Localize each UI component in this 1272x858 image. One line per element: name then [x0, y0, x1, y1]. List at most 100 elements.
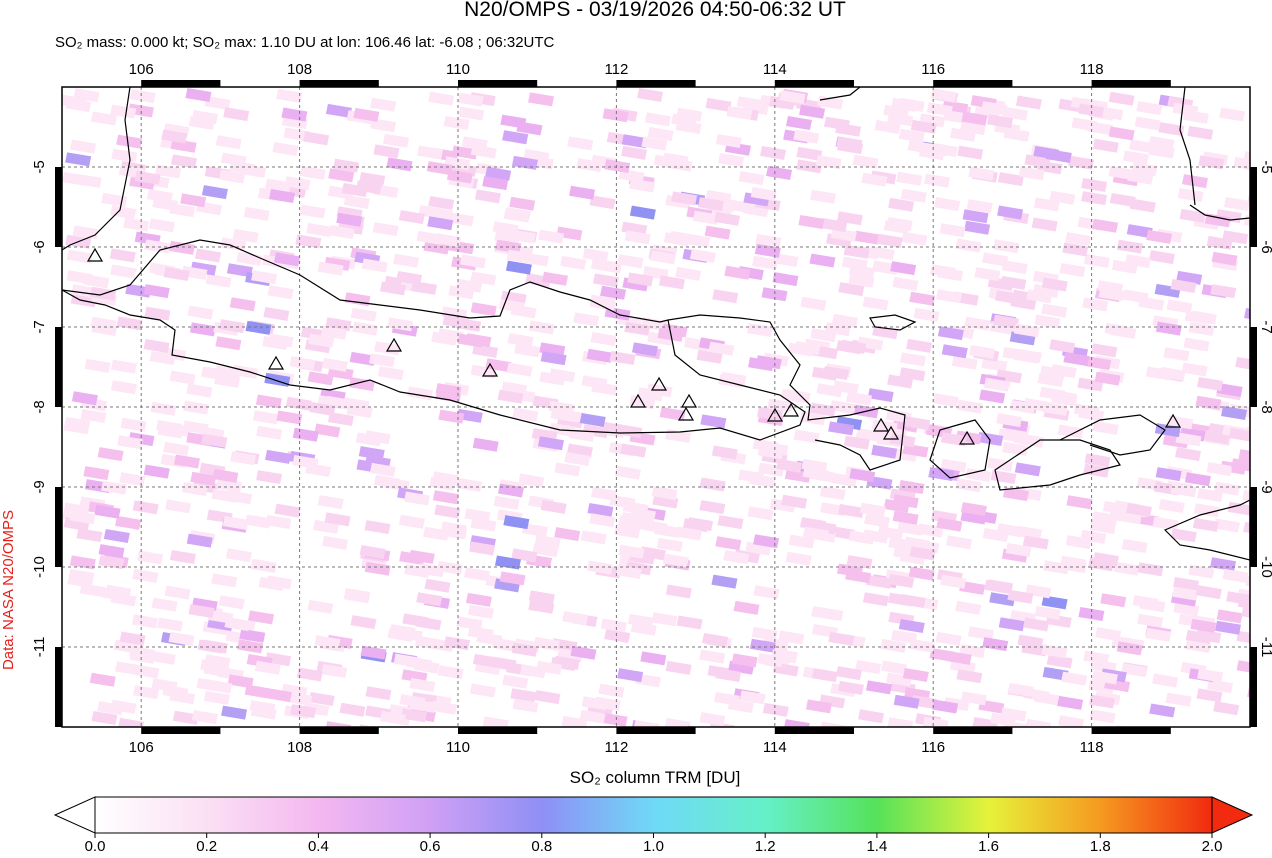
- pixel: [704, 225, 731, 240]
- pixel: [1183, 337, 1210, 352]
- grid: [62, 87, 1250, 727]
- pixel: [1034, 605, 1061, 620]
- pixel: [1091, 511, 1118, 526]
- pixel: [292, 427, 319, 442]
- pixel: [757, 653, 784, 668]
- pixel: [428, 195, 455, 210]
- pixel: [156, 419, 183, 434]
- pixel: [1195, 585, 1222, 600]
- pixel: [772, 272, 799, 287]
- pixel: [1081, 178, 1108, 193]
- pixel: [1094, 371, 1121, 386]
- pixel: [456, 477, 483, 492]
- pixel: [399, 551, 426, 566]
- pixel: [972, 716, 999, 727]
- y-tick-label-right: -10: [1258, 556, 1272, 578]
- colorbar-tick-label: 1.8: [1090, 838, 1111, 853]
- x-tick-label-top: 110: [446, 61, 470, 78]
- pixel: [892, 494, 919, 509]
- pixel: [843, 435, 870, 450]
- pixel: [1163, 347, 1190, 362]
- pixel: [969, 344, 996, 359]
- coast-madura: [869, 314, 917, 331]
- x-tick-label-bottom: 112: [604, 739, 628, 756]
- pixel: [317, 495, 344, 510]
- pixel: [299, 204, 326, 219]
- frame-bar: [55, 327, 62, 407]
- pixel: [482, 176, 509, 191]
- pixel: [537, 436, 564, 451]
- pixel: [1193, 503, 1220, 518]
- pixel: [846, 391, 873, 406]
- pixel: [409, 678, 436, 693]
- pixel: [1145, 627, 1172, 642]
- pixel: [967, 626, 994, 641]
- pixel: [1005, 542, 1032, 557]
- pixel: [959, 580, 986, 595]
- pixel: [651, 486, 678, 501]
- pixel: [843, 244, 870, 259]
- pixel: [637, 88, 664, 103]
- pixel: [1172, 586, 1199, 601]
- pixel: [957, 145, 984, 160]
- pixel: [464, 508, 491, 523]
- pixel: [97, 447, 124, 462]
- pixel: [1002, 106, 1029, 121]
- pixel: [321, 535, 348, 550]
- frame-bar: [774, 727, 854, 734]
- pixel: [1046, 654, 1073, 669]
- pixel: [898, 128, 925, 143]
- y-tick-label-right: -9: [1258, 480, 1272, 493]
- pixel: [273, 252, 300, 267]
- pixel: [687, 517, 714, 532]
- y-tick-label-right: -6: [1258, 240, 1272, 253]
- pixel: [945, 650, 972, 665]
- pixel: [389, 624, 416, 639]
- x-tick-label-bottom: 106: [129, 739, 154, 756]
- pixel: [1166, 299, 1193, 314]
- pixel: [283, 127, 310, 142]
- pixel: [344, 589, 371, 604]
- pixel: [788, 534, 815, 549]
- frame-bar: [458, 727, 538, 734]
- pixel: [493, 495, 520, 510]
- pixel: [781, 494, 808, 509]
- x-tick-label-bottom: 114: [763, 739, 787, 756]
- pixel: [98, 544, 125, 559]
- pixel: [123, 217, 150, 232]
- pixel: [482, 716, 509, 727]
- pixel: [602, 108, 629, 123]
- pixel: [796, 146, 823, 161]
- pixel: [1184, 472, 1211, 487]
- pixel: [458, 106, 485, 121]
- pixel: [1104, 323, 1131, 338]
- frame-bar: [299, 727, 379, 734]
- volcano: [629, 393, 647, 408]
- pixel: [779, 90, 806, 105]
- pixel: [1015, 525, 1042, 540]
- pixel: [169, 240, 196, 255]
- pixel: [1197, 668, 1224, 683]
- pixel: [891, 629, 918, 644]
- pixel: [1057, 695, 1084, 710]
- colorbar: [94, 796, 1213, 834]
- pixel: [497, 389, 524, 404]
- colorbar-tick-label: 1.0: [643, 838, 664, 853]
- pixel: [1175, 432, 1202, 447]
- pixel: [185, 87, 212, 102]
- pixel: [749, 638, 776, 653]
- pixel: [591, 381, 618, 396]
- pixel: [1146, 229, 1173, 244]
- source-label: Data: NASA N20/OMPS: [0, 510, 17, 670]
- pixel: [983, 377, 1010, 392]
- pixel: [1078, 607, 1105, 622]
- pixel: [1181, 362, 1208, 377]
- pixel: [336, 212, 363, 227]
- pixel: [472, 343, 499, 358]
- pixel: [960, 502, 987, 517]
- pixel: [910, 119, 937, 134]
- pixel: [874, 119, 901, 134]
- pixel: [267, 333, 294, 348]
- pixel: [760, 145, 787, 160]
- pixel: [1238, 449, 1250, 462]
